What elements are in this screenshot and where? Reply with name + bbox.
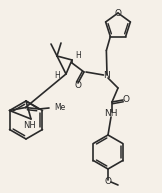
Text: O: O — [104, 178, 111, 186]
Text: H: H — [75, 51, 81, 59]
Text: O: O — [115, 8, 122, 18]
Text: O: O — [122, 96, 129, 104]
Text: NH: NH — [24, 122, 36, 130]
Text: Me: Me — [54, 103, 65, 113]
Text: H: H — [54, 70, 60, 80]
Text: O: O — [75, 81, 81, 91]
Text: NH: NH — [104, 109, 118, 119]
Text: N: N — [104, 70, 110, 80]
